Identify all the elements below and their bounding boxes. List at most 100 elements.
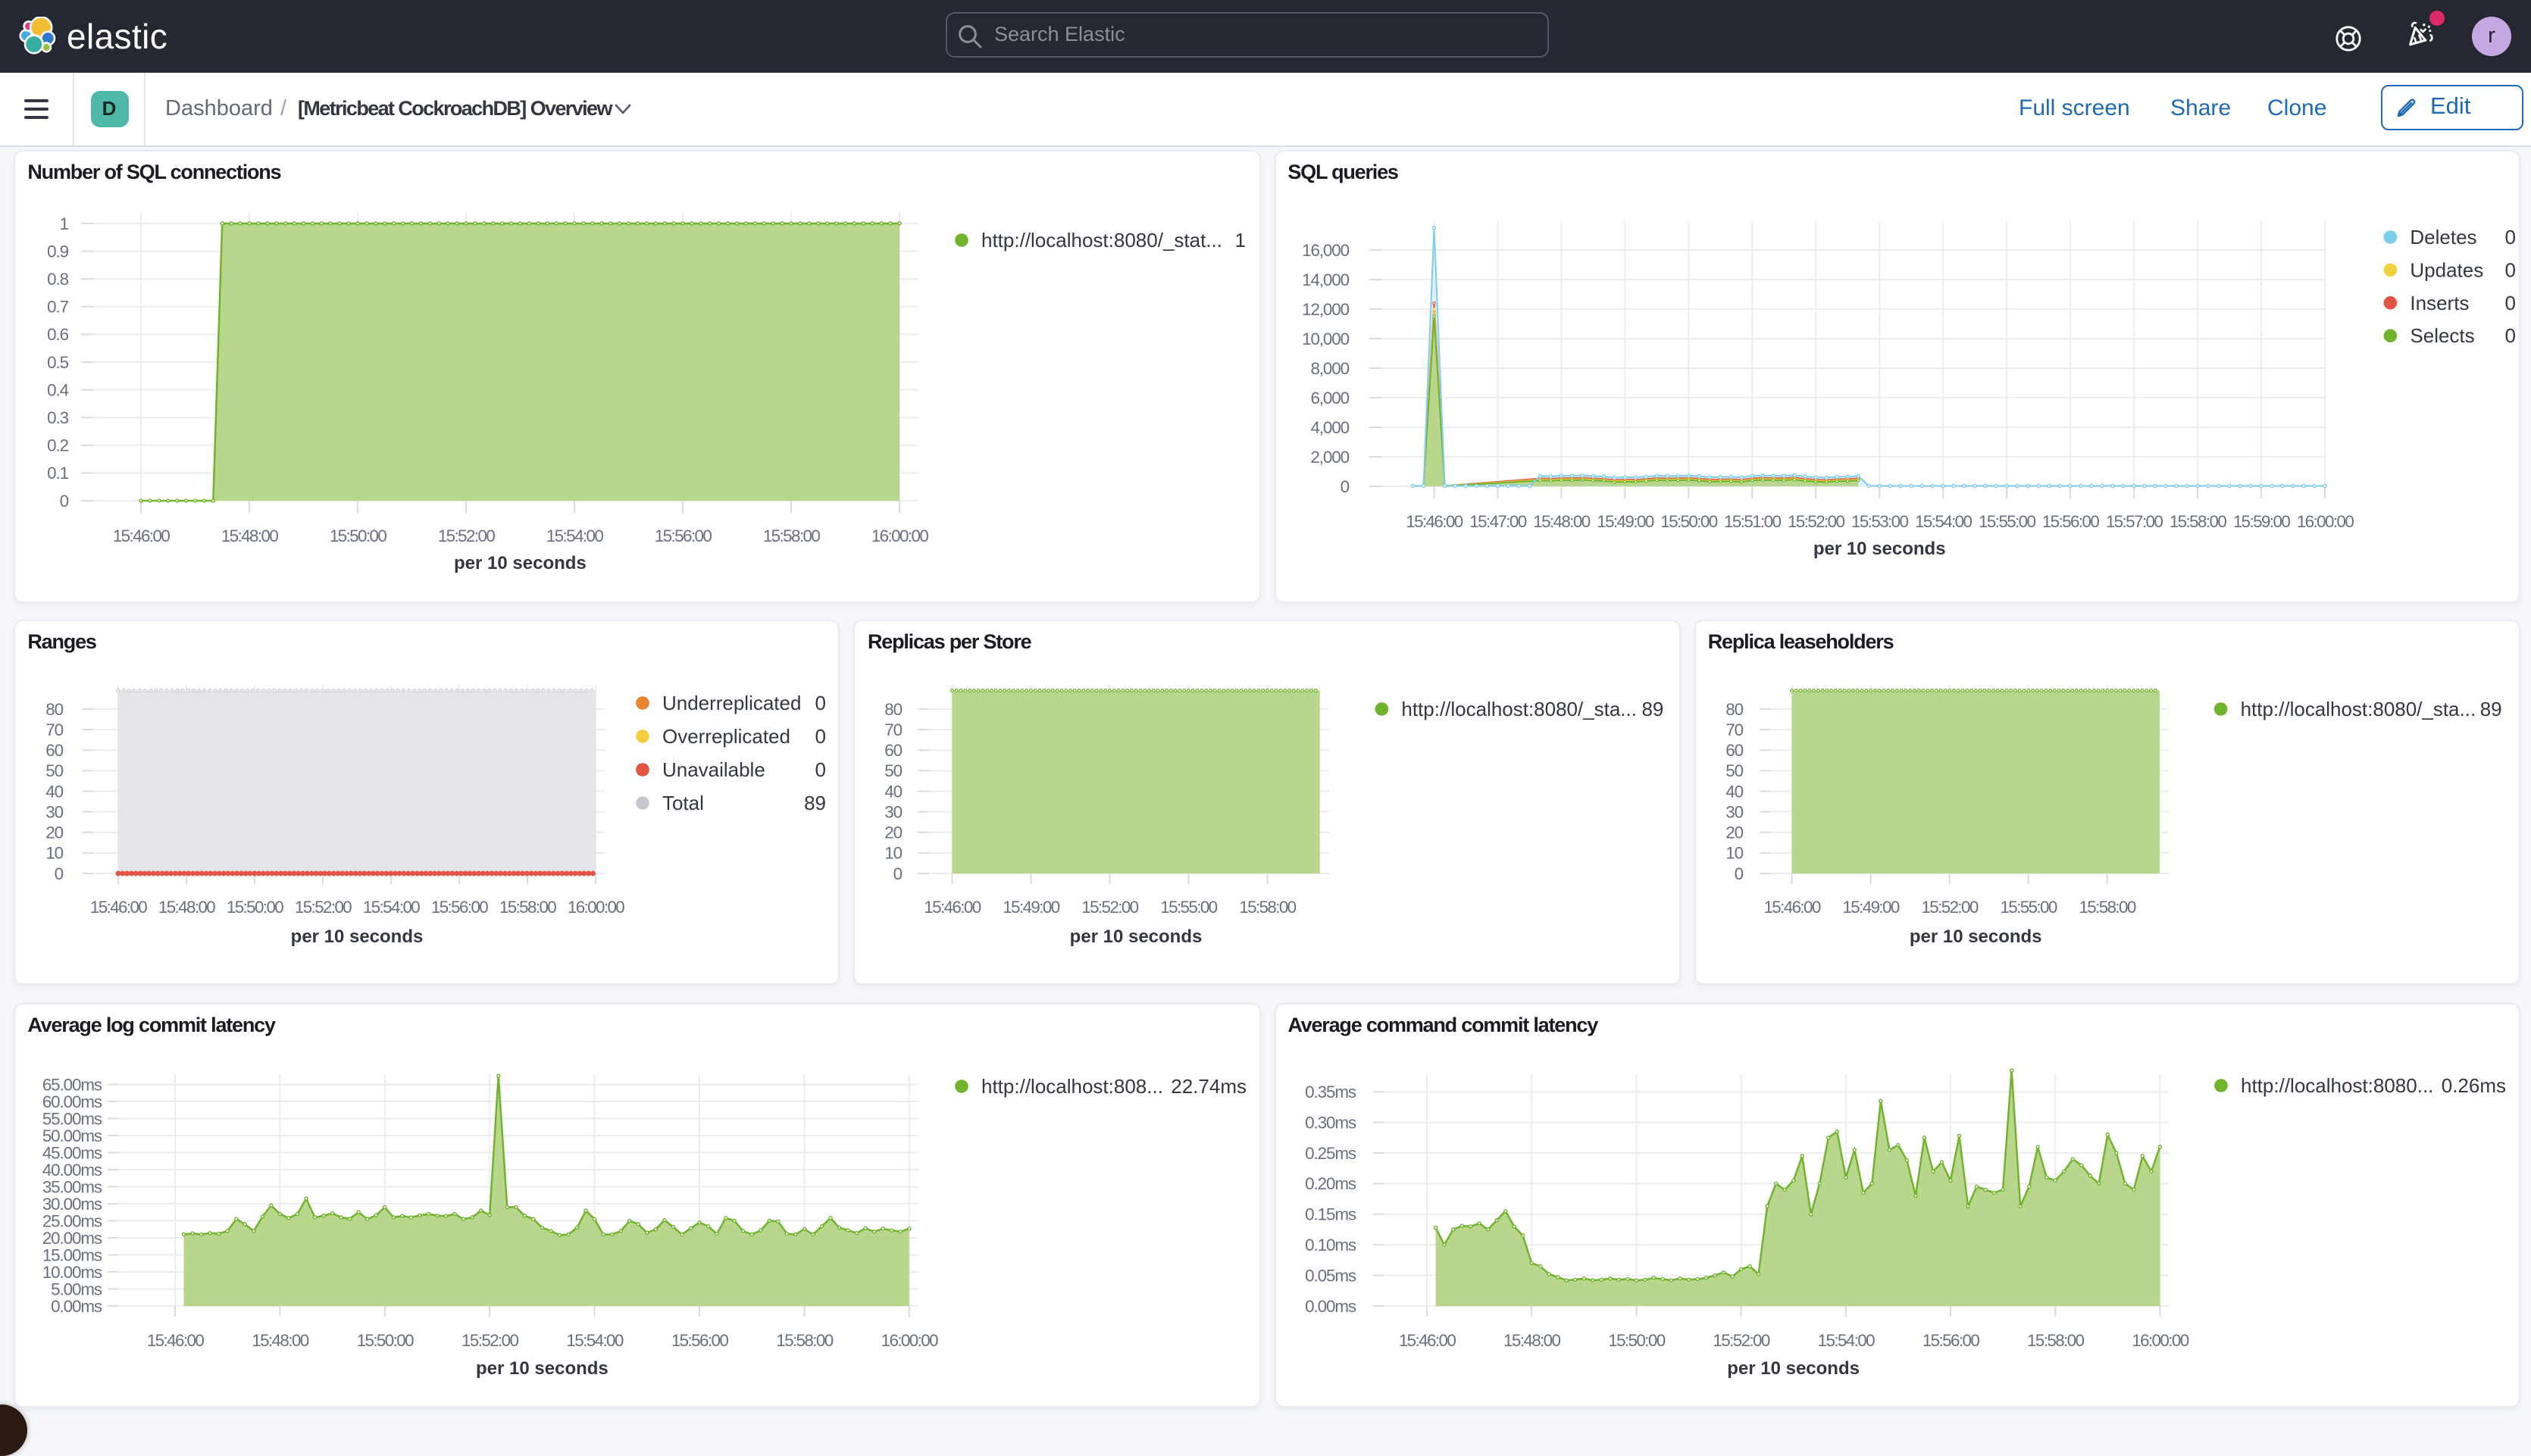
svg-text:25.00ms: 25.00ms: [42, 1211, 102, 1230]
svg-text:per 10 seconds: per 10 seconds: [454, 553, 587, 573]
svg-text:0: 0: [2504, 259, 2515, 282]
svg-text:15:46:00: 15:46:00: [90, 898, 147, 917]
svg-text:8,000: 8,000: [1309, 359, 1348, 378]
svg-text:Inserts: Inserts: [2409, 292, 2468, 314]
svg-text:15:59:00: 15:59:00: [2232, 512, 2290, 531]
svg-text:89: 89: [1642, 698, 1664, 720]
svg-text:15:56:00: 15:56:00: [2041, 512, 2099, 531]
svg-text:15:54:00: 15:54:00: [1817, 1331, 1875, 1350]
svg-text:0.3: 0.3: [47, 408, 68, 427]
svg-text:Selects: Selects: [2409, 324, 2473, 347]
svg-text:0.26ms: 0.26ms: [2441, 1074, 2505, 1097]
svg-text:15:46:00: 15:46:00: [1398, 1331, 1456, 1350]
svg-text:60: 60: [1725, 741, 1743, 760]
svg-text:per 10 seconds: per 10 seconds: [1070, 926, 1203, 947]
svg-text:0: 0: [2504, 226, 2515, 248]
svg-text:0: 0: [815, 692, 826, 714]
svg-text:16:00:00: 16:00:00: [568, 898, 624, 917]
svg-text:15:52:00: 15:52:00: [1712, 1331, 1769, 1350]
svg-text:15:49:00: 15:49:00: [1842, 898, 1899, 917]
svg-text:15:58:00: 15:58:00: [2079, 898, 2135, 917]
svg-text:0.6: 0.6: [47, 325, 68, 344]
svg-text:15:54:00: 15:54:00: [1914, 512, 1972, 531]
svg-text:per 10 seconds: per 10 seconds: [1813, 539, 1945, 559]
svg-text:16,000: 16,000: [1301, 241, 1349, 260]
svg-text:per 10 seconds: per 10 seconds: [1909, 926, 2041, 947]
svg-text:10: 10: [885, 844, 903, 863]
svg-text:0.00ms: 0.00ms: [1304, 1297, 1356, 1316]
svg-text:20: 20: [1725, 823, 1743, 842]
svg-text:20: 20: [885, 823, 903, 842]
svg-text:60.00ms: 60.00ms: [42, 1092, 102, 1111]
svg-text:15:56:00: 15:56:00: [671, 1331, 729, 1350]
svg-text:30: 30: [45, 802, 63, 821]
svg-text:15:56:00: 15:56:00: [1922, 1331, 1979, 1350]
svg-text:15:50:00: 15:50:00: [1607, 1331, 1665, 1350]
svg-text:89: 89: [804, 792, 826, 814]
svg-text:15:55:00: 15:55:00: [1161, 898, 1218, 917]
svg-text:Unavailable: Unavailable: [662, 758, 765, 781]
svg-text:0: 0: [55, 864, 64, 883]
svg-text:15:58:00: 15:58:00: [2026, 1331, 2084, 1350]
svg-text:15:54:00: 15:54:00: [363, 898, 420, 917]
svg-text:16:00:00: 16:00:00: [2131, 1331, 2188, 1350]
svg-text:70: 70: [45, 720, 63, 739]
svg-text:per 10 seconds: per 10 seconds: [1726, 1358, 1859, 1379]
svg-text:Underreplicated: Underreplicated: [662, 692, 801, 714]
svg-text:15:48:00: 15:48:00: [1503, 1331, 1560, 1350]
svg-text:Deletes: Deletes: [2409, 226, 2476, 248]
svg-text:0.10ms: 0.10ms: [1304, 1236, 1356, 1254]
svg-text:0: 0: [2504, 324, 2515, 347]
svg-text:45.00ms: 45.00ms: [42, 1143, 102, 1162]
svg-text:0: 0: [1734, 864, 1743, 883]
svg-text:1: 1: [1235, 229, 1246, 252]
svg-text:0: 0: [1340, 477, 1349, 496]
svg-text:50: 50: [45, 761, 63, 780]
svg-text:50: 50: [885, 761, 903, 780]
svg-text:0: 0: [815, 725, 826, 748]
svg-text:15:54:00: 15:54:00: [546, 526, 604, 545]
svg-text:15:52:00: 15:52:00: [461, 1331, 519, 1350]
svg-text:0: 0: [2504, 292, 2515, 314]
svg-text:15:56:00: 15:56:00: [655, 526, 712, 545]
svg-text:15:52:00: 15:52:00: [1787, 512, 1844, 531]
svg-text:15:48:00: 15:48:00: [158, 898, 215, 917]
svg-text:16:00:00: 16:00:00: [881, 1331, 939, 1350]
svg-text:40: 40: [45, 782, 63, 801]
svg-text:http://localhost:8080...: http://localhost:8080...: [2240, 1074, 2432, 1097]
svg-text:15:49:00: 15:49:00: [1003, 898, 1060, 917]
svg-text:4,000: 4,000: [1309, 418, 1348, 437]
svg-text:40: 40: [885, 782, 903, 801]
svg-text:15:58:00: 15:58:00: [499, 898, 556, 917]
svg-text:65.00ms: 65.00ms: [42, 1075, 102, 1094]
svg-text:15:58:00: 15:58:00: [1240, 898, 1297, 917]
svg-text:50.00ms: 50.00ms: [42, 1126, 102, 1145]
svg-text:15:57:00: 15:57:00: [2105, 512, 2163, 531]
svg-text:0.8: 0.8: [47, 270, 68, 289]
svg-text:16:00:00: 16:00:00: [871, 526, 929, 545]
svg-text:15:55:00: 15:55:00: [1978, 512, 2035, 531]
svg-text:15:52:00: 15:52:00: [1082, 898, 1139, 917]
svg-text:30: 30: [1725, 802, 1743, 821]
svg-text:per 10 seconds: per 10 seconds: [476, 1358, 609, 1379]
svg-text:15:56:00: 15:56:00: [431, 898, 488, 917]
svg-text:0.1: 0.1: [47, 464, 68, 483]
svg-text:14,000: 14,000: [1301, 270, 1349, 289]
svg-text:20: 20: [45, 823, 63, 842]
svg-text:0.7: 0.7: [47, 298, 68, 317]
svg-text:80: 80: [1725, 700, 1743, 719]
svg-text:15:52:00: 15:52:00: [295, 898, 352, 917]
svg-text:2,000: 2,000: [1309, 448, 1348, 467]
svg-text:22.74ms: 22.74ms: [1171, 1075, 1247, 1098]
svg-text:15:51:00: 15:51:00: [1723, 512, 1781, 531]
svg-text:15:50:00: 15:50:00: [1660, 512, 1717, 531]
svg-text:15:48:00: 15:48:00: [1532, 512, 1590, 531]
svg-text:http://localhost:8080/_sta...: http://localhost:8080/_sta...: [1402, 698, 1638, 720]
svg-text:15:49:00: 15:49:00: [1596, 512, 1653, 531]
svg-text:15:58:00: 15:58:00: [763, 526, 821, 545]
svg-text:0: 0: [60, 492, 69, 511]
svg-text:89: 89: [2479, 698, 2501, 720]
svg-text:60: 60: [45, 741, 63, 760]
svg-text:20.00ms: 20.00ms: [42, 1229, 102, 1248]
svg-text:15:46:00: 15:46:00: [1763, 898, 1820, 917]
